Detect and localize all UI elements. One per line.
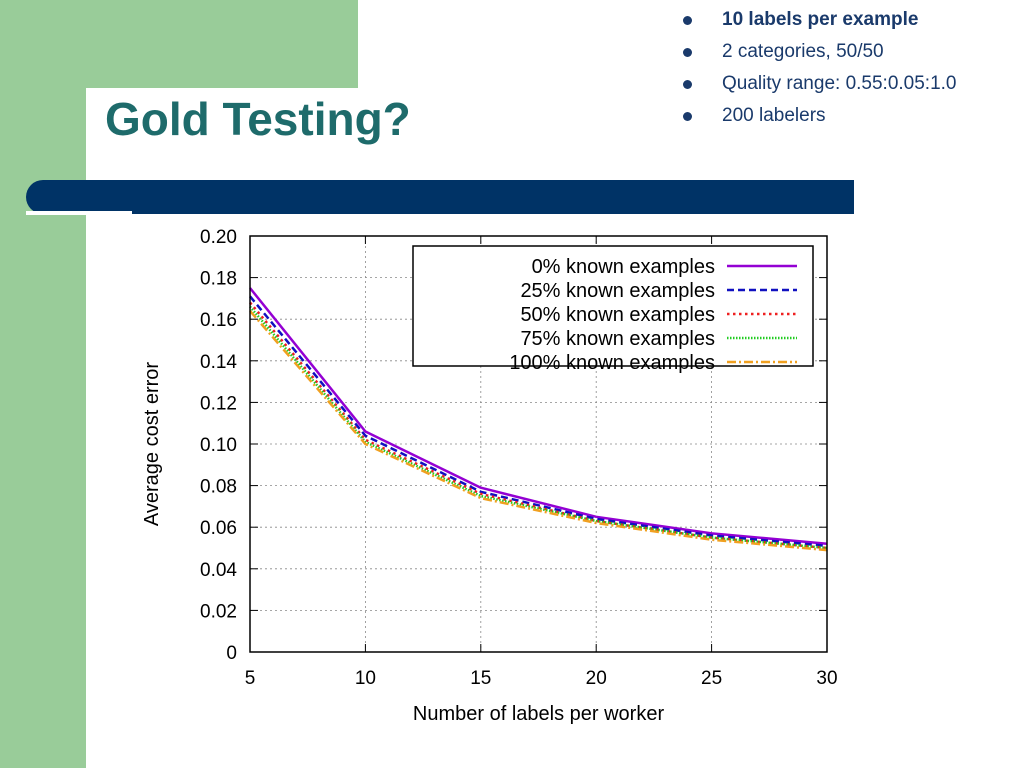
- bullet-item: 10 labels per example: [680, 6, 957, 38]
- y-tick-label: 0.16: [200, 310, 237, 331]
- y-axis-label: Average cost error: [141, 362, 163, 526]
- bullet-text: 2 categories, 50/50: [722, 41, 884, 62]
- title-divider-bar: [26, 180, 852, 214]
- slide-title: Gold Testing?: [105, 93, 411, 145]
- chart-series: [249, 287, 828, 552]
- header-green-band: [0, 0, 358, 88]
- chart-ticks: 0 0.02 0.04 0.06 0.08 0.10 0.12 0.14 0.16 0.18 0.2…: [200, 227, 838, 689]
- bullet-list: 10 labels per example 2 categories, 50/5…: [680, 6, 957, 134]
- bullet-text: 200 labelers: [722, 105, 826, 126]
- x-tick-label: 30: [816, 668, 837, 689]
- y-tick-label: 0.06: [200, 518, 237, 539]
- series-line: [249, 287, 828, 546]
- y-tick-label: 0.14: [200, 352, 237, 373]
- series-line: [249, 305, 828, 550]
- y-tick-label: 0.12: [200, 393, 237, 414]
- legend-label: 0% known examples: [532, 256, 715, 278]
- bullet-dot-icon: [683, 80, 692, 89]
- bullet-dot-icon: [683, 16, 692, 25]
- y-tick-label: 0.04: [200, 560, 237, 581]
- series-line: [249, 295, 828, 548]
- y-tick-label: 0.02: [200, 601, 237, 622]
- series-line: [249, 310, 828, 552]
- bullet-item: 200 labelers: [680, 102, 957, 134]
- x-axis-label: Number of labels per worker: [413, 703, 665, 725]
- y-tick-label: 0.20: [200, 227, 237, 248]
- divider-bar-notch: [26, 211, 132, 215]
- x-tick-label: 15: [470, 668, 491, 689]
- y-tick-label: 0.08: [200, 477, 237, 498]
- legend-label: 25% known examples: [520, 280, 715, 302]
- divider-bar-edge: [848, 180, 854, 214]
- bullet-text: 10 labels per example: [722, 9, 919, 30]
- bullet-item: Quality range: 0.55:0.05:1.0: [680, 70, 957, 102]
- x-tick-label: 5: [245, 668, 256, 689]
- line-chart: 0 0.02 0.04 0.06 0.08 0.10 0.12 0.14 0.16 0.18 0.2…: [141, 227, 838, 725]
- x-tick-label: 10: [355, 668, 376, 689]
- bullet-text: Quality range: 0.55:0.05:1.0: [722, 73, 957, 94]
- sidebar-green-band: [0, 0, 86, 768]
- legend-label: 100% known examples: [509, 352, 715, 374]
- chart-grid: [250, 236, 827, 652]
- bullet-dot-icon: [683, 48, 692, 57]
- legend-label: 75% known examples: [520, 328, 715, 350]
- x-tick-label: 20: [586, 668, 607, 689]
- y-tick-label: 0: [226, 643, 237, 664]
- y-tick-label: 0.10: [200, 435, 237, 456]
- x-tick-label: 25: [701, 668, 722, 689]
- legend-label: 50% known examples: [520, 304, 715, 326]
- bullet-item: 2 categories, 50/50: [680, 38, 957, 70]
- y-tick-label: 0.18: [200, 269, 237, 290]
- bullet-dot-icon: [683, 112, 692, 121]
